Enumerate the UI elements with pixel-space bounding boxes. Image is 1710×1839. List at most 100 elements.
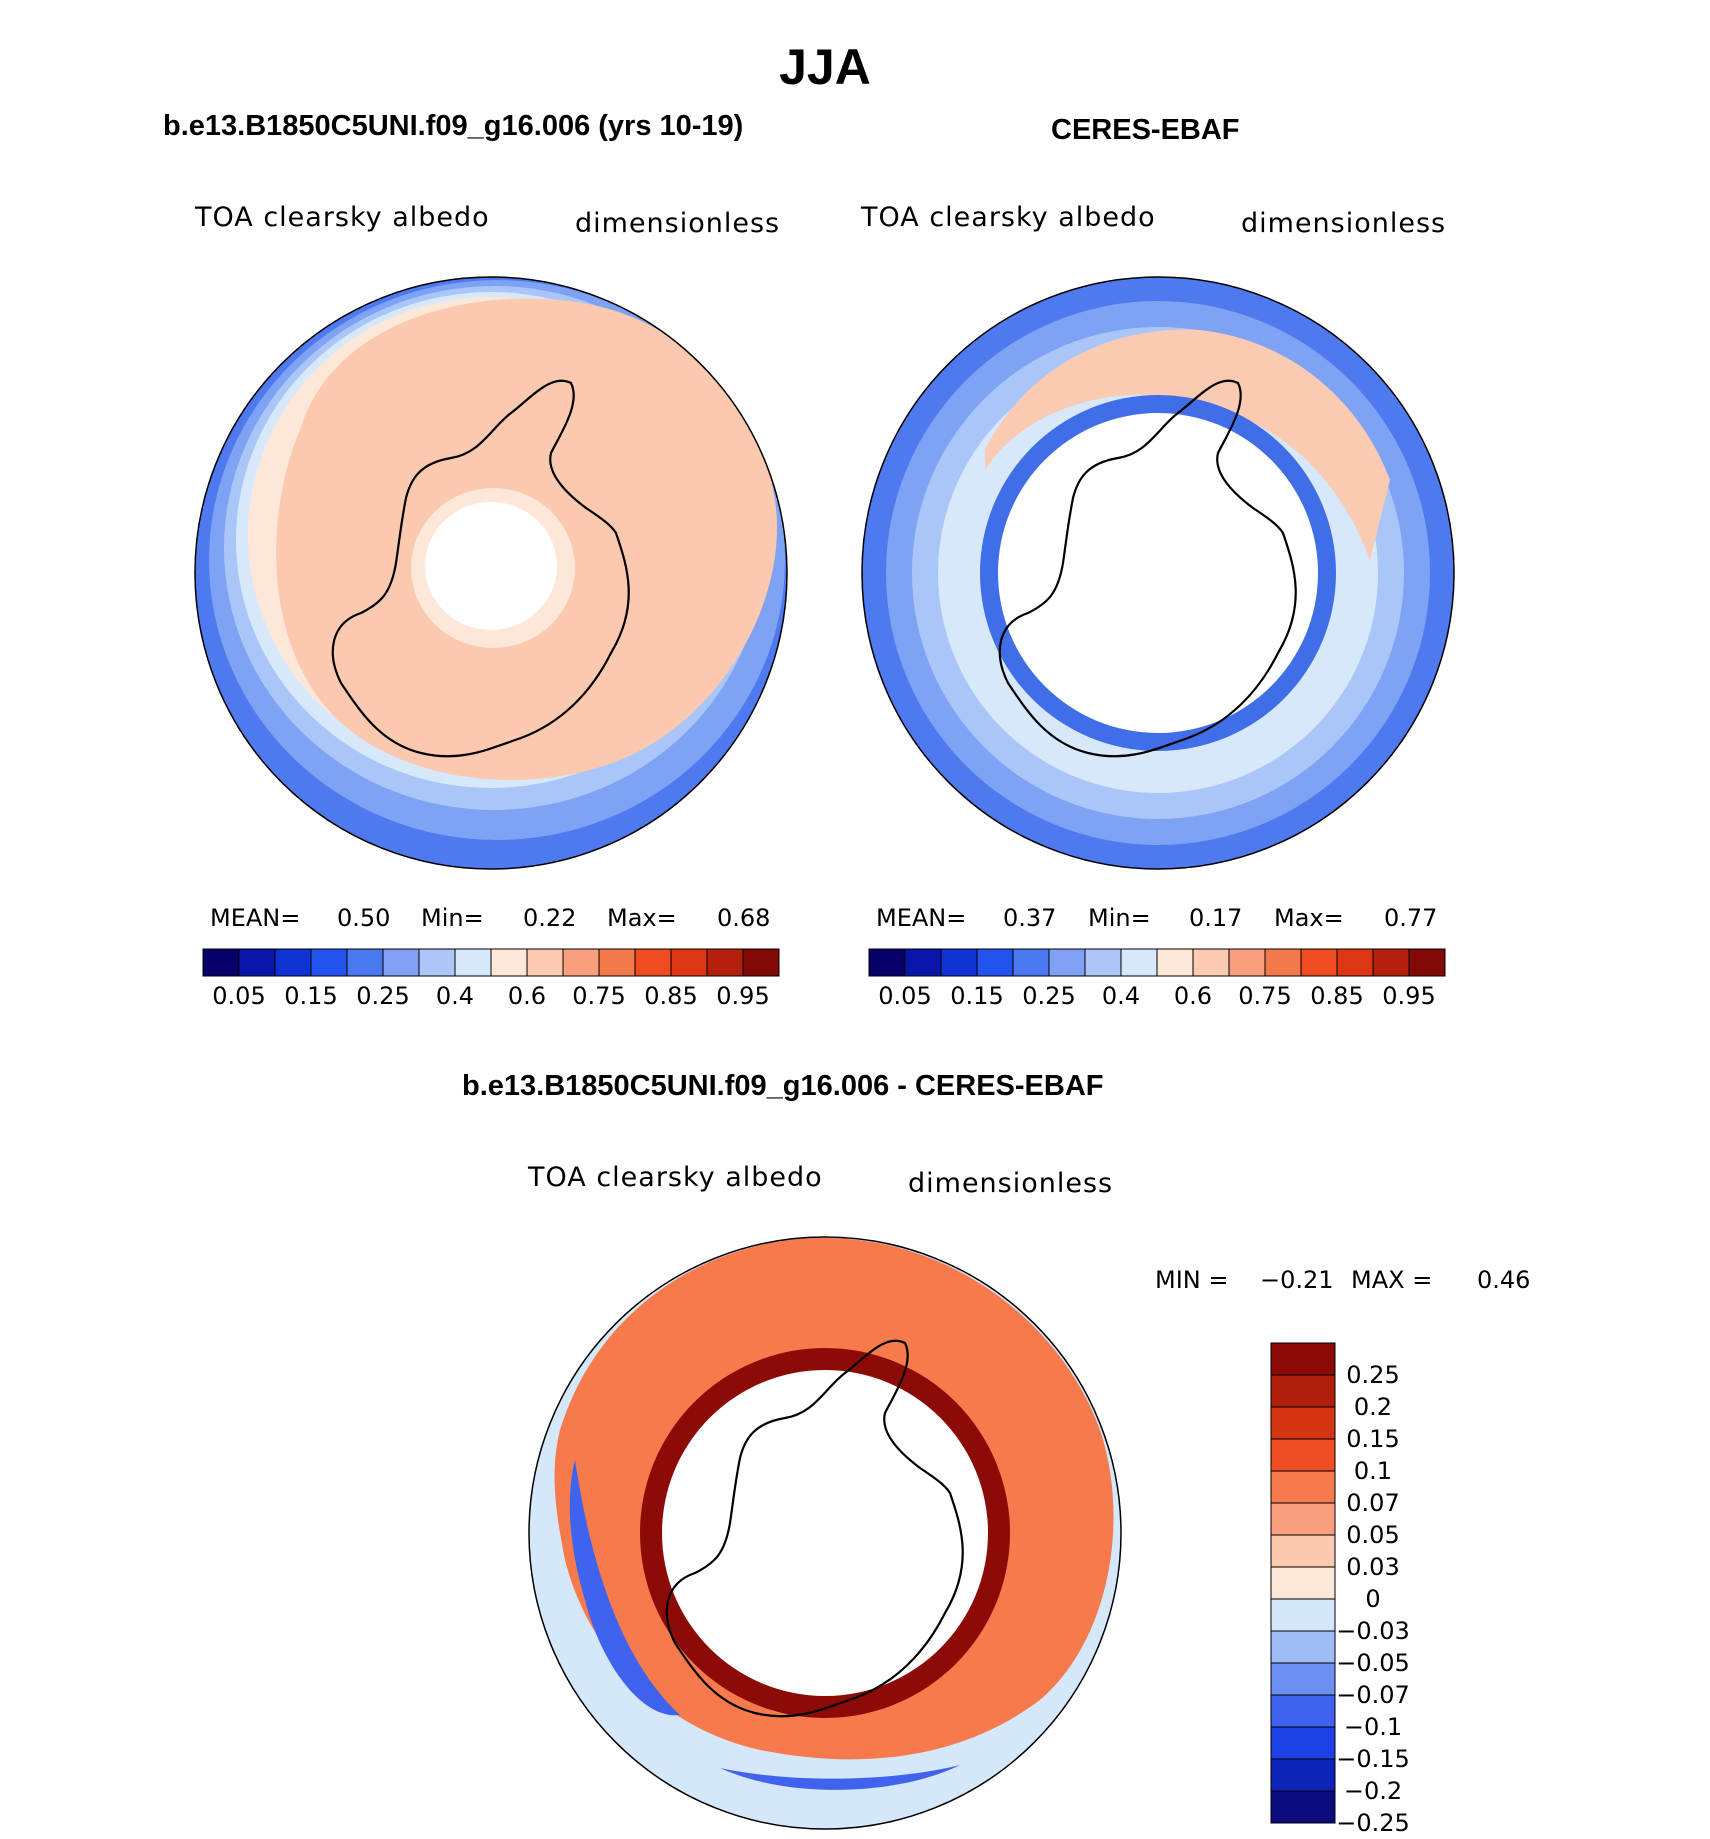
colorbar-swatch [634, 948, 672, 977]
panel3-max: 0.46 [1477, 1266, 1531, 1294]
colorbar-tick-label: 0.4 [436, 982, 474, 1010]
colorbar-swatch [706, 948, 744, 977]
main-title: JJA [779, 39, 871, 95]
colorbar-swatch [1270, 1534, 1336, 1568]
map3-blue-west [569, 1460, 680, 1716]
map-panel-3 [528, 1236, 1122, 1830]
map1-missing-pole [425, 502, 557, 630]
colorbar-tick-label: −0.2 [1344, 1777, 1402, 1805]
panel1-units: dimensionless [575, 208, 781, 239]
colorbar-tick-label: 0.85 [1310, 982, 1363, 1010]
panel2-variable: TOA clearsky albedo [861, 202, 1156, 233]
colorbar-swatch [1336, 948, 1374, 977]
colorbar-tick-label: −0.25 [1336, 1809, 1410, 1837]
colorbar-tick-label: −0.1 [1344, 1713, 1402, 1741]
panel1-min: 0.22 [523, 904, 577, 932]
map1-border [194, 276, 788, 870]
colorbar-swatch [1270, 1342, 1336, 1376]
colorbar-tick-label: 0.6 [1174, 982, 1212, 1010]
panel3-units: dimensionless [908, 1168, 1114, 1199]
colorbar-swatch [1372, 948, 1410, 977]
colorbar-tick-label: 0.15 [284, 982, 337, 1010]
colorbar-swatch [1270, 1598, 1336, 1632]
colorbar-swatch [562, 948, 600, 977]
colorbar-tick-label: 0.2 [1354, 1393, 1392, 1421]
colorbar-tick-label: 0.25 [1346, 1361, 1399, 1389]
colorbar-tick-label: 0.05 [878, 982, 931, 1010]
colorbar-swatch [382, 948, 420, 977]
panel3-min: −0.21 [1260, 1266, 1334, 1294]
colorbar-tick-label: 0.15 [1346, 1425, 1399, 1453]
panel3-variable: TOA clearsky albedo [528, 1162, 823, 1193]
colorbar-tick-label: −0.15 [1336, 1745, 1410, 1773]
colorbar-swatch [274, 948, 312, 977]
colorbar-tick-label: 0 [1365, 1585, 1380, 1613]
map3-blue-south [720, 1765, 960, 1790]
colorbar-tick-label: 0.4 [1102, 982, 1140, 1010]
colorbar-tick-label: 0.95 [716, 982, 769, 1010]
colorbar-tick-label: 0.25 [1022, 982, 1075, 1010]
panel3-min-label: MIN = [1155, 1266, 1229, 1294]
colorbar-tick-label: 0.6 [508, 982, 546, 1010]
colorbar-swatch [1270, 1630, 1336, 1664]
colorbar-tick-label: 0.03 [1346, 1553, 1399, 1581]
colorbar-swatch [1270, 1662, 1336, 1696]
colorbar-tick-label: 0.85 [644, 982, 697, 1010]
colorbar-tick-label: 0.25 [356, 982, 409, 1010]
colorbar-swatch [526, 948, 564, 977]
map3-border [528, 1236, 1122, 1830]
panel1-max-label: Max= [607, 904, 677, 932]
panel1-title: b.e13.B1850C5UNI.f09_g16.006 (yrs 10-19) [163, 110, 744, 142]
colorbar-swatch [1270, 1406, 1336, 1440]
panel2-title: CERES-EBAF [1051, 114, 1240, 146]
colorbar-swatch [670, 948, 708, 977]
map3-missing-pole [662, 1370, 988, 1696]
colorbar-swatch [1300, 948, 1338, 977]
panel2-max-label: Max= [1274, 904, 1344, 932]
colorbar-swatch [454, 948, 492, 977]
colorbar-swatch [1048, 948, 1086, 977]
panel3-max-label: MAX = [1351, 1266, 1433, 1294]
colorbar-swatch [1270, 1438, 1336, 1472]
panel2-units: dimensionless [1241, 208, 1447, 239]
colorbar-swatch [1228, 948, 1266, 977]
colorbar-swatch [868, 948, 906, 977]
map2-border [861, 276, 1455, 870]
colorbar-swatch [1084, 948, 1122, 977]
map-panel-1 [194, 276, 788, 870]
map2-peach-arc [985, 329, 1390, 560]
colorbar-swatch [940, 948, 978, 977]
colorbar-tick-label: −0.05 [1336, 1649, 1410, 1677]
colorbar-swatch [1120, 948, 1158, 977]
panel2-min-label: Min= [1088, 904, 1151, 932]
colorbar-swatch [1270, 1470, 1336, 1504]
colorbar-swatch [976, 948, 1014, 977]
panel1-mean: 0.50 [337, 904, 391, 932]
colorbar-swatch [238, 948, 276, 977]
colorbar-tick-label: 0.75 [572, 982, 625, 1010]
colorbar-swatch [1270, 1694, 1336, 1728]
colorbar-swatch [1408, 948, 1446, 977]
colorbar-tick-label: 0.1 [1354, 1457, 1392, 1485]
colorbar-swatch [1270, 1566, 1336, 1600]
panel2-mean-label: MEAN= [876, 904, 967, 932]
colorbar-swatch [904, 948, 942, 977]
colorbar-swatch [1270, 1374, 1336, 1408]
colorbar-swatch [490, 948, 528, 977]
panel1-min-label: Min= [421, 904, 484, 932]
colorbar-swatch [1270, 1790, 1336, 1824]
colorbar-tick-label: 0.07 [1346, 1489, 1399, 1517]
colorbar-swatch [310, 948, 348, 977]
panel2-mean: 0.37 [1003, 904, 1057, 932]
colorbar-tick-label: 0.75 [1238, 982, 1291, 1010]
colorbar-swatch [418, 948, 456, 977]
colorbar-swatch [1192, 948, 1230, 977]
panel2-min: 0.17 [1189, 904, 1243, 932]
colorbar-swatch [598, 948, 636, 977]
colorbar-tick-label: 0.15 [950, 982, 1003, 1010]
panel1-max: 0.68 [717, 904, 771, 932]
colorbar-1: 0.05 0.15 0.25 0.4 0.6 0.75 0.85 0.95 [202, 948, 780, 1010]
colorbar-2: 0.05 0.15 0.25 0.4 0.6 0.75 0.85 0.95 [868, 948, 1446, 1010]
colorbar-tick-label: 0.95 [1382, 982, 1435, 1010]
